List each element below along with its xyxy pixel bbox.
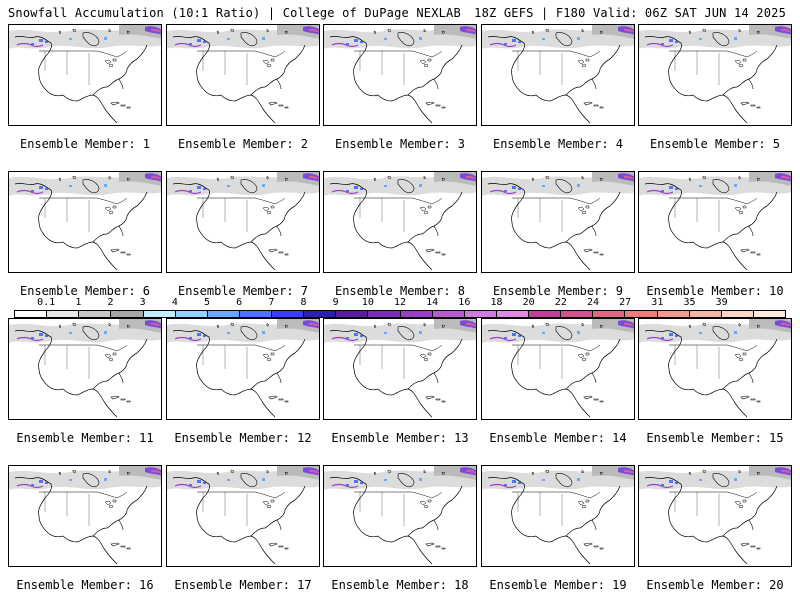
ensemble-map <box>8 318 162 420</box>
snowfall-colorbar <box>14 310 786 318</box>
ensemble-member-label: Ensemble Member: 19 <box>489 578 627 592</box>
colorbar-tick-label: 27 <box>619 297 632 308</box>
ensemble-member-label: Ensemble Member: 7 <box>177 284 309 298</box>
ensemble-map <box>166 171 320 273</box>
ensemble-map <box>8 24 162 126</box>
colorbar-swatch <box>753 311 785 317</box>
colorbar-tick-label: 24 <box>586 297 600 308</box>
colorbar-swatch <box>400 311 433 317</box>
ensemble-member-label: Ensemble Member: 20 <box>646 578 784 592</box>
ensemble-map <box>638 24 792 126</box>
colorbar-swatch <box>625 311 658 317</box>
colorbar-swatch <box>593 311 626 317</box>
colorbar-tick-label: 18 <box>490 297 503 308</box>
ensemble-map <box>323 465 477 567</box>
colorbar-swatch <box>47 311 80 317</box>
ensemble-map <box>166 465 320 567</box>
colorbar-tick-label: 2 <box>107 297 114 308</box>
colorbar-labels: 0.1 1 2 3 4 5 6 7 8 9 10 12 14 16 18 20 22 24 27 31 35 39 <box>14 297 786 309</box>
colorbar-swatch <box>239 311 272 317</box>
ensemble-map <box>481 465 635 567</box>
colorbar-swatch <box>689 311 722 317</box>
ensemble-map <box>166 318 320 420</box>
colorbar-tick-label: 16 <box>458 297 471 308</box>
ensemble-member-label: Ensemble Member: 12 <box>174 431 312 445</box>
colorbar-swatch <box>657 311 690 317</box>
ensemble-member-label: Ensemble Member: 4 <box>492 137 624 151</box>
colorbar-tick-label: 7 <box>268 297 275 308</box>
ensemble-map <box>8 465 162 567</box>
colorbar-tick-label: 1 <box>75 297 82 308</box>
colorbar-tick-label: 22 <box>554 297 567 308</box>
colorbar-swatch <box>721 311 754 317</box>
ensemble-member-label: Ensemble Member: 15 <box>646 431 784 445</box>
ensemble-member-label: Ensemble Member: 17 <box>174 578 312 592</box>
colorbar-swatch <box>272 311 305 317</box>
colorbar-tick-label: 20 <box>522 297 535 308</box>
colorbar-swatch <box>304 311 337 317</box>
colorbar-swatch <box>15 311 48 317</box>
ensemble-member-label: Ensemble Member: 13 <box>331 431 469 445</box>
ensemble-member-label: Ensemble Member: 18 <box>331 578 469 592</box>
ensemble-map <box>323 24 477 126</box>
ensemble-map <box>323 171 477 273</box>
ensemble-map <box>638 171 792 273</box>
colorbar-swatch <box>561 311 594 317</box>
colorbar-tick-label: 12 <box>393 297 407 308</box>
colorbar-tick-label: 35 <box>683 297 696 308</box>
ensemble-member-label: Ensemble Member: 5 <box>649 137 781 151</box>
ensemble-map <box>638 465 792 567</box>
colorbar-tick-label: 0.1 <box>37 297 56 308</box>
colorbar-tick-label: 39 <box>715 297 728 308</box>
colorbar-tick-label: 10 <box>361 297 374 308</box>
colorbar-tick-label: 8 <box>300 297 307 308</box>
ensemble-map <box>323 318 477 420</box>
colorbar-swatch <box>336 311 369 317</box>
colorbar-tick-label: 14 <box>426 297 439 308</box>
colorbar-tick-label: 6 <box>236 297 243 308</box>
ensemble-member-label: Ensemble Member: 6 <box>19 284 151 298</box>
colorbar-tick-label: 9 <box>332 297 339 308</box>
ensemble-member-label: Ensemble Member: 14 <box>489 431 627 445</box>
run-valid-time: 18Z GEFS | F180 Valid: 06Z SAT JUN 14 20… <box>474 6 786 20</box>
ensemble-map <box>481 171 635 273</box>
ensemble-member-label: Ensemble Member: 2 <box>177 137 309 151</box>
colorbar-tick-label: 3 <box>139 297 146 308</box>
colorbar-swatch <box>432 311 465 317</box>
ensemble-member-label: Ensemble Member: 8 <box>334 284 466 298</box>
ensemble-map <box>481 24 635 126</box>
colorbar-swatch <box>175 311 208 317</box>
ensemble-member-label: Ensemble Member: 11 <box>16 431 154 445</box>
colorbar-tick-label: 5 <box>203 297 211 308</box>
colorbar-tick-label: 4 <box>171 297 178 308</box>
ensemble-map <box>481 318 635 420</box>
colorbar-swatch <box>207 311 240 317</box>
ensemble-member-label: Ensemble Member: 16 <box>16 578 154 592</box>
ensemble-member-label: Ensemble Member: 3 <box>334 137 466 151</box>
ensemble-member-label: Ensemble Member: 9 <box>492 284 624 298</box>
colorbar-tick-label: 31 <box>651 297 664 308</box>
colorbar-swatch <box>111 311 144 317</box>
colorbar-swatch <box>529 311 562 317</box>
map-title: Snowfall Accumulation (10:1 Ratio) | Col… <box>8 6 461 20</box>
colorbar-swatch <box>368 311 401 317</box>
ensemble-map <box>638 318 792 420</box>
ensemble-member-label: Ensemble Member: 10 <box>646 284 784 298</box>
colorbar-swatch <box>464 311 497 317</box>
colorbar-swatch <box>143 311 176 317</box>
colorbar-swatch <box>79 311 112 317</box>
colorbar-swatch <box>496 311 529 317</box>
ensemble-map <box>166 24 320 126</box>
ensemble-map <box>8 171 162 273</box>
ensemble-member-label: Ensemble Member: 1 <box>19 137 151 151</box>
